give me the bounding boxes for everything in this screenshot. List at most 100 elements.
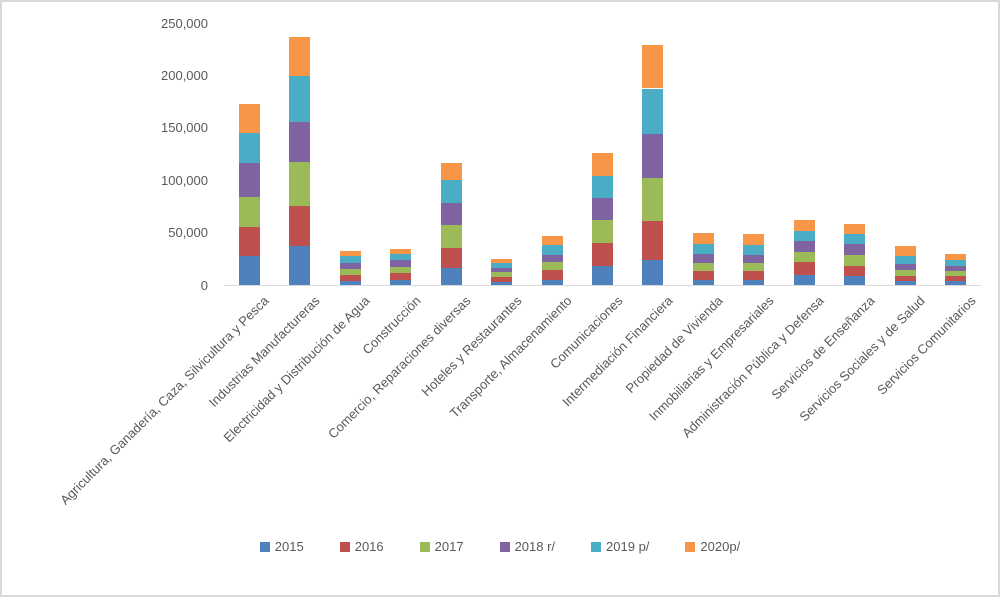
bar-segment-2020p	[238, 103, 260, 133]
legend-swatch-icon	[419, 541, 430, 552]
legend-item: 2018 r/	[499, 540, 555, 553]
bar-segment-2020p	[541, 235, 563, 245]
bar-segment-2016	[541, 270, 563, 280]
bar-segment-2018r	[793, 240, 815, 252]
bar-segment-2016	[440, 247, 462, 268]
bar-segment-2018r	[844, 244, 866, 256]
bar-segment-2017	[289, 162, 311, 207]
category-label: Intermediación Financiera	[559, 293, 676, 410]
bar-segment-2020p	[642, 45, 664, 89]
y-axis-tick-label: 0	[200, 277, 208, 293]
legend-swatch-icon	[259, 541, 270, 552]
bar-segment-2018r	[642, 134, 664, 178]
legend: 2015 2016 2017 2018 r/2019 p/2020p/	[2, 540, 998, 553]
category-label: Propiedad de Vivienda	[623, 293, 727, 396]
bar-segment-2016	[491, 276, 513, 282]
bar-segment-2017	[793, 251, 815, 262]
bar-segment-2017	[894, 270, 916, 277]
bar-segment-2015	[592, 266, 613, 285]
bar-segment-2018r	[390, 259, 412, 267]
category-label: Inmobiliarias y Empresariales	[645, 293, 777, 424]
bar-segment-2016	[339, 274, 361, 281]
legend-item: 2017	[419, 540, 464, 553]
bar-segment-2020p	[440, 163, 462, 181]
bar-segment-2018r	[541, 254, 563, 263]
bar-segment-2015	[844, 276, 866, 285]
category-label: Servicios Comunitarios	[873, 293, 979, 398]
bar-segment-2019p	[844, 234, 866, 245]
bar-segment-2019p	[289, 75, 311, 123]
bar-segment-2020p	[491, 259, 513, 263]
bar-segment-2020p	[339, 251, 361, 257]
bar-segment-2019p	[541, 244, 563, 255]
bar-segment-2019p	[692, 243, 714, 255]
legend-swatch-icon	[339, 541, 350, 552]
y-axis-tick-label: 250,000	[161, 15, 208, 31]
bar-segment-2015	[289, 246, 311, 285]
bar-segment-2016	[238, 226, 260, 257]
bar-segment-2017	[238, 196, 260, 227]
bar-segment-2020p	[592, 152, 613, 176]
bar-segment-2017	[592, 220, 613, 244]
legend-item: 2016	[339, 539, 384, 554]
bar-segment-2015	[238, 256, 260, 285]
bar-segment-2018r	[743, 254, 765, 263]
bar-segment-2019p	[339, 256, 361, 263]
bar-segment-2017	[440, 225, 462, 248]
legend-item: 2020p/	[685, 540, 740, 553]
bar-segment-2016	[743, 271, 765, 280]
bar-segment-2016	[390, 272, 412, 280]
y-axis-tick-label: 200,000	[161, 67, 208, 83]
bar-segment-2016	[289, 206, 311, 247]
bar-segment-2018r	[491, 267, 513, 273]
bar-segment-2015	[339, 281, 361, 285]
bar-segment-2015	[894, 280, 916, 285]
bar-segment-2019p	[491, 262, 513, 268]
bar-segment-2018r	[592, 198, 613, 221]
bar-segment-2017	[491, 272, 513, 277]
bar-segment-2019p	[238, 132, 260, 164]
bar-segment-2019p	[390, 254, 412, 260]
bar-segment-2015	[491, 281, 513, 285]
bar-segment-2020p	[793, 220, 815, 232]
bar-segment-2019p	[642, 88, 664, 135]
category-label: Electricidad y Distribución de Agua	[220, 293, 373, 446]
bar-segment-2017	[743, 262, 765, 272]
bar-segment-2020p	[894, 246, 916, 257]
bar-segment-2020p	[945, 253, 967, 260]
legend-swatch-icon	[685, 541, 696, 552]
legend-label: 2016	[354, 539, 384, 554]
y-axis-tick-label: 150,000	[161, 120, 208, 136]
bar-segment-2017	[339, 269, 361, 275]
bar-segment-2016	[692, 271, 714, 281]
bar-segment-2018r	[289, 122, 311, 163]
bar-segment-2017	[390, 266, 412, 273]
category-label: Construcción	[358, 293, 424, 358]
bar-segment-2018r	[238, 163, 260, 197]
bar-segment-2020p	[743, 234, 765, 245]
category-label: Administración Pública y Defensa	[679, 293, 827, 441]
bar-segment-2015	[390, 279, 412, 285]
bar-segment-2015	[793, 274, 815, 285]
bar-segment-2019p	[793, 231, 815, 241]
bar-segment-2016	[945, 275, 967, 281]
bar-segment-2015	[541, 279, 563, 285]
category-label: Industrias Manufactureras	[205, 293, 323, 410]
bar-segment-2015	[440, 267, 462, 285]
bar-segment-2017	[844, 255, 866, 267]
legend-label: 2015	[274, 539, 304, 554]
bar-segment-2019p	[440, 180, 462, 203]
category-label: Transporte, Almacenamiento	[446, 293, 575, 421]
bar-segment-2017	[642, 177, 664, 222]
bar-segment-2016	[894, 276, 916, 281]
bar-segment-2015	[743, 279, 765, 285]
bar-segment-2018r	[692, 254, 714, 263]
category-label: Hoteles y Restaurantes	[418, 293, 525, 400]
bar-segment-2015	[642, 259, 664, 285]
bar-segment-2019p	[945, 259, 967, 266]
bar-segment-2020p	[844, 224, 866, 235]
legend-swatch-icon	[499, 541, 510, 552]
bar-segment-2019p	[743, 244, 765, 255]
bar-segment-2017	[541, 262, 563, 271]
